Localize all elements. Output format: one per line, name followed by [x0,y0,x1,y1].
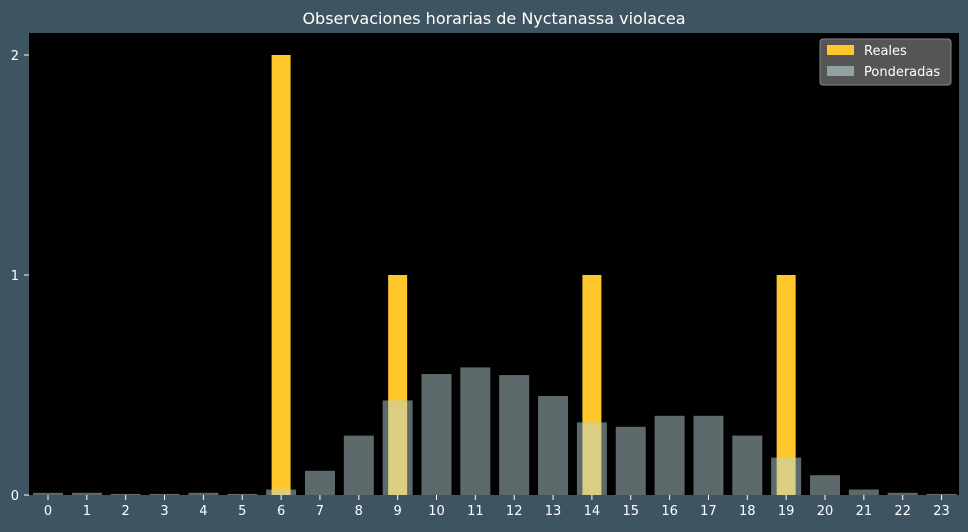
bar-ponderadas-4 [188,492,219,495]
bar-ponderadas-12 [499,375,530,495]
x-tick-label-19: 19 [778,504,795,519]
bar-ponderadas-19 [771,457,802,495]
bar-ponderadas-20 [810,475,840,495]
bar-ponderadas-21 [848,489,879,495]
x-tick-label-23: 23 [933,504,950,519]
x-tick-label-6: 6 [277,504,285,519]
y-tick-label-0: 0 [11,489,19,504]
bar-ponderadas-23 [926,493,957,495]
x-tick-label-3: 3 [160,504,168,519]
x-tick-label-4: 4 [199,504,207,519]
bar-ponderadas-10 [421,374,452,495]
x-tick-label-10: 10 [428,504,445,519]
bar-ponderadas-9 [382,400,413,495]
x-tick-label-1: 1 [83,504,91,519]
x-tick-label-14: 14 [584,504,601,519]
y-tick-label-1: 1 [11,269,19,284]
plot-area [29,33,959,495]
bar-ponderadas-18 [732,435,763,495]
bar-ponderadas-0 [33,492,63,495]
bar-ponderadas-6 [266,489,297,495]
chart-title: Observaciones horarias de Nyctanassa vio… [302,9,685,28]
bar-ponderadas-3 [149,493,180,495]
legend-label-reales: Reales [864,44,907,59]
x-tick-label-9: 9 [394,504,402,519]
legend: Reales Ponderadas [819,38,952,86]
bar-ponderadas-5 [227,493,258,495]
x-tick-label-7: 7 [316,504,324,519]
x-tick-label-15: 15 [622,504,639,519]
x-tick-label-22: 22 [894,504,911,519]
bar-ponderadas-14 [576,422,607,495]
series-ponderadas [33,367,957,495]
bar-ponderadas-17 [693,415,724,495]
x-tick-label-13: 13 [545,504,562,519]
x-tick-label-5: 5 [238,504,246,519]
bar-ponderadas-1 [71,492,102,495]
bar-ponderadas-7 [304,470,335,495]
y-tick-label-2: 2 [11,49,19,64]
bar-reales-6 [271,55,291,495]
bar-reales-19 [776,275,796,495]
bar-ponderadas-16 [654,415,685,495]
bar-ponderadas-11 [460,367,491,495]
bar-ponderadas-2 [110,493,141,495]
x-tick-label-11: 11 [467,504,484,519]
x-tick-label-8: 8 [355,504,363,519]
x-tick-label-16: 16 [661,504,678,519]
legend-label-ponderadas: Ponderadas [864,65,940,80]
x-tick-label-2: 2 [122,504,130,519]
bar-ponderadas-15 [615,426,646,495]
y-axis: 0 1 2 [11,49,29,504]
x-tick-label-21: 21 [856,504,873,519]
x-tick-label-12: 12 [506,504,523,519]
legend-swatch-ponderadas [827,66,854,76]
bar-ponderadas-13 [538,396,569,495]
bar-ponderadas-8 [343,435,374,495]
legend-swatch-reales [827,45,854,55]
x-tick-label-18: 18 [739,504,756,519]
x-tick-label-0: 0 [44,504,52,519]
bar-ponderadas-22 [887,492,918,495]
x-tick-label-17: 17 [700,504,717,519]
x-axis: 0 1 2 3 4 5 6 7 8 9 10 11 12 13 14 15 16 17 18 19 20 21 22 23 [44,495,950,519]
x-tick-label-20: 20 [817,504,834,519]
